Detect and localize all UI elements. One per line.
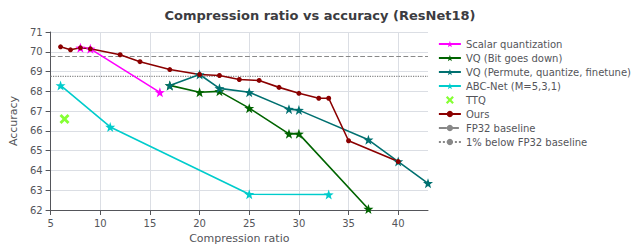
svg-text:71: 71 bbox=[30, 27, 43, 38]
svg-text:Compression ratio vs accuracy: Compression ratio vs accuracy (ResNet18) bbox=[164, 8, 475, 23]
svg-text:TTQ: TTQ bbox=[465, 95, 486, 106]
svg-text:66: 66 bbox=[30, 125, 43, 136]
svg-text:40: 40 bbox=[392, 218, 405, 229]
svg-text:Compression ratio: Compression ratio bbox=[189, 232, 290, 245]
svg-text:VQ (Bit goes down): VQ (Bit goes down) bbox=[466, 53, 563, 64]
svg-text:63: 63 bbox=[30, 185, 43, 196]
svg-text:Scalar quantization: Scalar quantization bbox=[466, 39, 563, 50]
svg-text:ABC-Net (M=5,3,1): ABC-Net (M=5,3,1) bbox=[466, 81, 561, 92]
svg-text:FP32 baseline: FP32 baseline bbox=[466, 123, 536, 134]
svg-text:69: 69 bbox=[30, 66, 43, 77]
svg-text:Accuracy: Accuracy bbox=[7, 95, 20, 146]
svg-text:30: 30 bbox=[293, 218, 306, 229]
svg-text:67: 67 bbox=[30, 106, 43, 117]
svg-text:10: 10 bbox=[94, 218, 107, 229]
svg-text:70: 70 bbox=[30, 46, 43, 57]
svg-text:1% below FP32 baseline: 1% below FP32 baseline bbox=[466, 137, 587, 148]
svg-text:VQ (Permute, quantize, finetun: VQ (Permute, quantize, finetune) bbox=[466, 67, 631, 78]
svg-text:15: 15 bbox=[144, 218, 157, 229]
svg-text:64: 64 bbox=[30, 165, 43, 176]
svg-text:25: 25 bbox=[243, 218, 256, 229]
svg-text:Ours: Ours bbox=[466, 109, 490, 120]
svg-text:5: 5 bbox=[47, 218, 53, 229]
svg-text:20: 20 bbox=[193, 218, 206, 229]
svg-text:68: 68 bbox=[30, 86, 43, 97]
svg-text:65: 65 bbox=[30, 145, 43, 156]
svg-text:35: 35 bbox=[342, 218, 355, 229]
svg-text:62: 62 bbox=[30, 205, 43, 216]
